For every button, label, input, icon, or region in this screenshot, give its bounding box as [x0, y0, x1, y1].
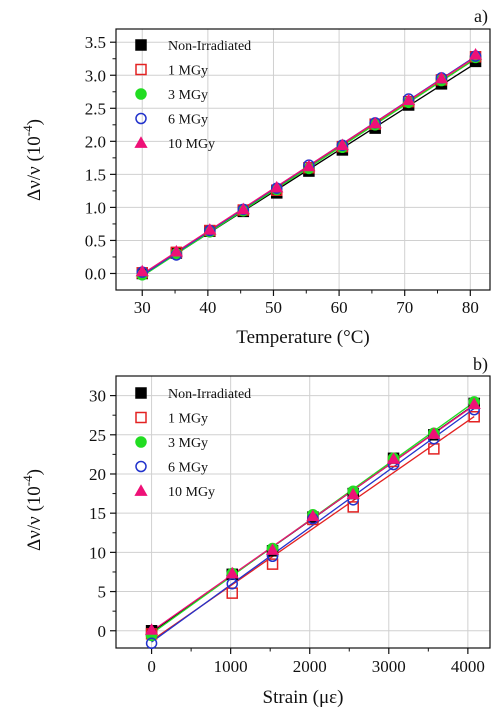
y-axis-label-main: Δν/ν (10: [24, 486, 45, 551]
x-axis-label: Strain (με): [263, 687, 344, 708]
data-point-series-5: [346, 487, 360, 500]
x-tick-label: 50: [265, 298, 282, 317]
x-tick-label: 80: [462, 298, 479, 317]
y-tick-label: 3.0: [85, 66, 106, 85]
legend-label: 1 MGy: [168, 412, 208, 427]
data-point-series-5: [236, 202, 250, 215]
data-point-series-5: [169, 244, 183, 257]
y-tick-label: 25: [89, 426, 106, 445]
legend-label: 10 MGy: [168, 485, 215, 500]
data-point-series-4: [145, 637, 158, 650]
x-tick-label: 3000: [372, 657, 406, 676]
data-point-series-5: [386, 452, 401, 464]
data-point-series-5: [402, 93, 416, 106]
y-axis-label-close: ): [24, 119, 45, 125]
data-point-series-5: [335, 138, 349, 151]
y-tick-label: 5: [98, 583, 107, 602]
y-tick-label: 0.5: [85, 231, 106, 250]
data-point-series-5: [225, 566, 239, 579]
legend-marker-series-2: [135, 63, 147, 76]
y-axis-label: Δν/ν (10-4): [20, 119, 45, 201]
legend-marker-series-5: [134, 484, 148, 496]
legend-label: 1 MGy: [168, 64, 208, 79]
chart-panel-a: 30 40 50 60 70 80 0.0 0.5 1.0 1.5 2.0 2.5 3.0 3.5 Non-…: [20, 6, 491, 348]
legend-marker-series-3: [135, 436, 147, 448]
data-point-series-5: [434, 71, 449, 84]
legend-label: 3 MGy: [168, 436, 208, 451]
legend-label: 10 MGy: [168, 137, 215, 152]
y-axis-label-main: Δν/ν (10: [24, 136, 45, 201]
data-point-series-5: [135, 264, 149, 277]
legend-label: Non-Irradiated: [168, 39, 251, 54]
x-tick-label: 0: [147, 657, 156, 676]
legend-label: 6 MGy: [168, 113, 208, 128]
panel-label: b): [473, 354, 488, 375]
legend-marker-series-3: [135, 88, 147, 100]
y-axis-label-exponent: -4: [20, 125, 35, 136]
legend-marker-series-1: [135, 387, 147, 399]
y-tick-label: 10: [89, 543, 106, 562]
y-tick-label: 1.5: [85, 165, 106, 184]
legend-marker-series-5: [134, 136, 148, 148]
y-tick-label: 2.0: [85, 132, 106, 151]
y-tick-label: 0.0: [85, 264, 106, 283]
legend-marker-series-4: [135, 460, 147, 473]
data-point-series-5: [270, 180, 284, 193]
y-tick-label: 1.0: [85, 198, 106, 217]
legend: Non-Irradiated 1 MGy 3 MGy 6 MGy 10 MGy: [134, 39, 251, 152]
data-point-series-2: [468, 411, 480, 423]
x-axis-label: Temperature (°C): [236, 327, 369, 348]
y-tick-label: 2.5: [85, 99, 106, 118]
data-point-series-5: [265, 543, 280, 555]
x-tick-label: 70: [396, 298, 413, 317]
y-tick-label: 20: [89, 465, 106, 484]
x-tick-label: 4000: [451, 657, 485, 676]
plot-frame: [115, 375, 491, 649]
legend-label: 3 MGy: [168, 88, 208, 103]
data-point-series-5: [368, 116, 382, 129]
plot-frame: [115, 28, 491, 291]
legend: Non-Irradiated 1 MGy 3 MGy 6 MGy 10 MGy: [134, 387, 251, 500]
chart-panel-b: 0 1000 2000 3000 4000 0 5 10 15 20 25 30 Non-Irradia…: [20, 354, 491, 708]
x-tick-label: 40: [199, 298, 216, 317]
y-axis-label-close: ): [24, 469, 45, 475]
data-point-series-5: [144, 623, 159, 635]
y-tick-label: 15: [89, 504, 106, 523]
x-tick-label: 2000: [293, 657, 327, 676]
data-point-series-2: [347, 501, 359, 513]
data-point-series-4: [226, 577, 238, 590]
y-axis-label: Δν/ν (10-4): [20, 469, 45, 551]
x-tick-label: 1000: [214, 657, 248, 676]
legend-label: 6 MGy: [168, 461, 208, 476]
x-tick-label: 30: [134, 298, 151, 317]
y-tick-label: 3.5: [85, 33, 106, 52]
data-point-series-5: [302, 159, 316, 172]
data-point-series-5: [468, 48, 483, 60]
y-tick-label: 30: [89, 387, 106, 406]
y-axis-label-exponent: -4: [20, 475, 35, 486]
y-tick-label: 0: [98, 622, 107, 641]
data-point-series-5: [203, 223, 217, 235]
data-point-series-5: [467, 397, 481, 410]
legend-marker-series-4: [135, 112, 147, 125]
legend-label: Non-Irradiated: [168, 387, 251, 402]
legend-marker-series-1: [135, 39, 147, 51]
data-point-series-5: [427, 427, 441, 439]
data-point-series-2: [266, 558, 279, 570]
panel-label: a): [474, 6, 488, 27]
x-tick-label: 60: [331, 298, 348, 317]
data-point-series-5: [306, 509, 320, 522]
legend-marker-series-2: [135, 411, 147, 424]
fit-line-series-4: [151, 407, 475, 643]
